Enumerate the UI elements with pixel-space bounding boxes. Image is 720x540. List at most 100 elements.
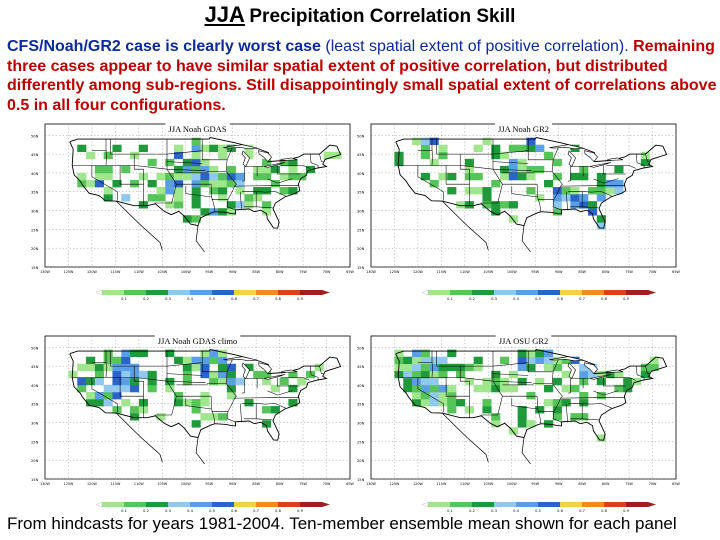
correlation-cell bbox=[218, 370, 228, 379]
correlation-cell bbox=[306, 370, 316, 379]
correlation-cell bbox=[429, 363, 439, 372]
correlation-cell bbox=[412, 384, 422, 393]
lon-tick-label: 125W bbox=[64, 270, 74, 274]
correlation-cell bbox=[420, 370, 430, 379]
mexico-coast bbox=[116, 200, 205, 253]
lon-tick-label: 125W bbox=[390, 270, 400, 274]
correlation-cell bbox=[438, 144, 448, 153]
correlation-cell bbox=[182, 172, 192, 181]
correlation-cell bbox=[552, 356, 562, 365]
correlation-cell bbox=[147, 370, 157, 379]
legend-label: 0.7 bbox=[253, 509, 259, 513]
correlation-cell bbox=[191, 406, 201, 414]
correlation-cell bbox=[482, 399, 492, 407]
correlation-cell bbox=[412, 349, 422, 357]
correlation-cell bbox=[579, 399, 589, 407]
correlation-cell bbox=[121, 384, 131, 393]
slide-title: JJA Precipitation Correlation Skill bbox=[0, 2, 720, 28]
legend-label: 0.2 bbox=[469, 509, 475, 513]
correlation-cell bbox=[130, 179, 140, 188]
panel-title-backdrop bbox=[154, 335, 241, 347]
map-panel-2: JJA Noah GR2 50N 45N 40N 35N 30N 25N 20N 15N 130W… bbox=[356, 118, 686, 303]
correlation-cell bbox=[121, 370, 131, 379]
correlation-cell bbox=[191, 215, 201, 223]
correlation-cell bbox=[508, 384, 518, 393]
correlation-cell bbox=[588, 208, 598, 216]
correlation-cell bbox=[420, 391, 430, 400]
correlation-cell bbox=[517, 349, 527, 357]
correlation-cell bbox=[517, 144, 527, 153]
correlation-cell bbox=[552, 187, 562, 195]
lon-tick-label: 130W bbox=[366, 270, 376, 274]
correlation-cell bbox=[570, 384, 580, 393]
correlation-cell bbox=[226, 377, 236, 386]
correlation-cell bbox=[288, 384, 298, 393]
correlation-cell bbox=[182, 399, 192, 407]
coastline bbox=[395, 136, 668, 229]
title-season: JJA bbox=[204, 2, 245, 27]
description-part1: CFS/Noah/GR2 case is clearly worst case bbox=[7, 38, 321, 55]
legend-label: 0.7 bbox=[579, 297, 585, 301]
correlation-cell bbox=[570, 194, 580, 202]
correlation-cell bbox=[94, 179, 104, 188]
correlation-cell bbox=[464, 158, 474, 167]
correlation-cell bbox=[262, 165, 272, 174]
lat-tick-label: 15N bbox=[357, 266, 365, 270]
map-svg-1: JJA Noah GDAS 50N 45N 40N 35N 30N 25N 20N 15N130… bbox=[31, 123, 354, 301]
panel-title-backdrop bbox=[494, 123, 553, 135]
correlation-cell bbox=[412, 356, 422, 365]
correlation-cell bbox=[112, 363, 122, 372]
correlation-cell bbox=[491, 179, 501, 188]
lat-tick-label: 45N bbox=[31, 365, 39, 369]
correlation-cell bbox=[77, 144, 87, 153]
correlation-cell bbox=[77, 384, 87, 393]
correlation-cell bbox=[86, 363, 96, 372]
correlation-cell bbox=[244, 151, 254, 160]
correlation-cell bbox=[288, 187, 298, 195]
correlation-cell bbox=[614, 179, 624, 188]
correlation-cell bbox=[535, 377, 545, 386]
correlation-cell bbox=[552, 194, 562, 202]
correlation-cell bbox=[209, 377, 219, 386]
legend-swatch bbox=[560, 502, 582, 507]
correlation-cell bbox=[138, 144, 148, 153]
correlation-cell bbox=[209, 179, 219, 188]
lon-tick-label: 85W bbox=[578, 270, 586, 274]
correlation-cell bbox=[262, 172, 272, 181]
lon-tick-label: 115W bbox=[436, 270, 446, 274]
correlation-cell bbox=[526, 187, 536, 195]
correlation-cell bbox=[209, 144, 219, 153]
legend-swatch bbox=[212, 290, 234, 295]
correlation-cell bbox=[579, 172, 589, 181]
legend-swatch bbox=[538, 502, 560, 507]
correlation-cell bbox=[165, 201, 175, 209]
lat-tick-label: 35N bbox=[31, 191, 39, 195]
correlation-cell bbox=[262, 406, 272, 414]
mexico-coast bbox=[442, 200, 531, 253]
correlation-cell bbox=[420, 363, 430, 372]
correlation-cell bbox=[561, 194, 571, 202]
legend-swatch bbox=[516, 502, 538, 507]
correlation-cell bbox=[596, 172, 606, 181]
legend-label: 0.8 bbox=[601, 509, 607, 513]
correlation-cell bbox=[420, 137, 430, 145]
correlation-cell bbox=[544, 399, 554, 407]
correlation-cell bbox=[191, 194, 201, 202]
correlation-cell bbox=[438, 356, 448, 365]
correlation-cell bbox=[456, 370, 466, 379]
legend-label: 0.1 bbox=[447, 509, 453, 513]
correlation-cell bbox=[447, 391, 457, 400]
legend-swatch bbox=[256, 502, 278, 507]
lon-tick-label: 95W bbox=[205, 270, 213, 274]
correlation-cell bbox=[103, 363, 113, 372]
correlation-cell bbox=[226, 370, 236, 379]
correlation-cell bbox=[218, 363, 228, 372]
correlation-cell bbox=[165, 349, 175, 357]
correlation-cell bbox=[262, 158, 272, 167]
correlation-cell bbox=[420, 349, 430, 357]
state-borders bbox=[398, 351, 650, 424]
correlation-cell bbox=[447, 399, 457, 407]
correlation-cell bbox=[596, 370, 606, 379]
correlation-cell bbox=[147, 179, 157, 188]
